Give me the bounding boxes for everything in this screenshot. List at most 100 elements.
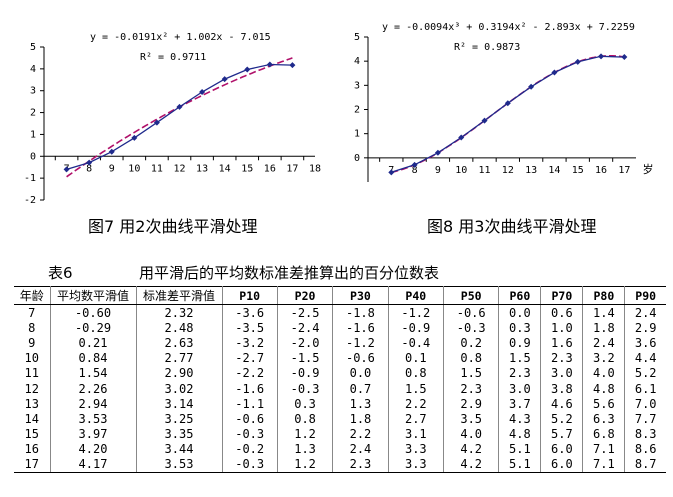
x-tick-label: 17	[618, 165, 630, 176]
table-cell: 4.8	[498, 426, 542, 442]
table-cell: -0.3	[222, 456, 278, 474]
table-cell: 11	[14, 365, 51, 381]
table-cell: 2.63	[136, 335, 223, 351]
table-cell: 3.8	[540, 380, 584, 397]
table-cell: 3.02	[136, 380, 223, 397]
table-cell: 1.4	[582, 304, 626, 321]
x-tick-label: 13	[196, 163, 208, 174]
table-cell: 0.1	[388, 350, 445, 366]
table-cell: -0.3	[222, 426, 278, 442]
table-cell: 1.0	[540, 320, 584, 336]
table-cell: 3.5	[443, 411, 500, 427]
table-cell: 2.2	[388, 396, 445, 412]
table-cell: -1.6	[222, 380, 278, 397]
table-cell: 5.2	[634, 366, 657, 381]
table-cell: 2.77	[136, 350, 223, 366]
data-point	[266, 61, 273, 68]
table-row: 9 0.21 2.63 -3.2 -2.0 -1.2 -0.4 0.2 0.9 1.6 2.4 3.6	[14, 335, 666, 351]
table-cell: 8.7	[624, 456, 666, 474]
table-cell: 3.53	[136, 456, 223, 474]
x-tick-label: 11	[151, 163, 163, 174]
table-cell: 4.2	[443, 441, 500, 457]
y-tick-label: 4	[30, 64, 36, 75]
table-cell: 2.9	[634, 320, 657, 335]
table-cell: 13	[14, 396, 51, 412]
table-cell: 7.0	[634, 396, 657, 411]
table-row: 8 -0.29 2.48 -3.5 -2.4 -1.6 -0.9 -0.3 0.3 1.0 1.8 2…	[14, 320, 666, 336]
table-cell: 4.20	[50, 441, 137, 457]
percentile-table: 年龄 平均数平滑值 标准差平滑值 P10 P20 P30 P40 P50 P60…	[14, 286, 666, 474]
table-cell: 1.5	[498, 350, 542, 366]
table-cell: -1.1	[222, 396, 278, 412]
table-cell: 5.6	[582, 396, 626, 412]
table-title: 用平滑后的平均数标准差推算出的百分位数表	[139, 264, 440, 282]
table-cell: 16	[14, 441, 51, 457]
table-cell: 8.6	[634, 442, 657, 457]
y-tick-label: 5	[30, 42, 36, 53]
table-row: 17 4.17 3.53 -0.3 1.2 2.3 3.3 4.2 5.1 6.0 7.1 8.7	[14, 456, 666, 474]
table-cell: 10	[14, 350, 51, 366]
x-tick-label: 9	[109, 163, 115, 174]
header-p80: P80	[582, 286, 626, 305]
table-cell: -1.2	[332, 335, 389, 351]
table-cell: 7	[14, 304, 51, 321]
table-cell: 1.3	[277, 441, 334, 457]
header-p30: P30	[332, 286, 389, 305]
table-cell: -2.4	[277, 320, 334, 336]
header-p40: P40	[388, 286, 445, 305]
table-cell: 3.3	[388, 456, 445, 474]
figure-7-caption: 图7 用2次曲线平滑处理	[88, 217, 258, 236]
data-point	[244, 66, 251, 73]
table-cell: 6.0	[540, 456, 584, 474]
table-cell: 1.8	[582, 320, 626, 336]
table-cell: 2.7	[388, 411, 445, 427]
data-point	[199, 89, 206, 96]
table-cell: -0.9	[388, 320, 445, 336]
table-cell: 2.2	[332, 426, 389, 442]
table-row: 14 3.53 3.25 -0.6 0.8 1.8 2.7 3.5 4.3 5.2 6.3 7.7	[14, 411, 666, 427]
table-cell: 2.32	[136, 304, 223, 321]
table-cell: 2.9	[443, 396, 500, 412]
table-cell: 1.6	[540, 335, 584, 351]
table-cell: 6.0	[540, 441, 584, 457]
table-cell: -0.9	[277, 365, 334, 381]
x-unit-label: 岁	[643, 162, 654, 176]
table-cell: 2.3	[332, 456, 389, 474]
data-point	[574, 58, 581, 65]
table-cell: 4.2	[443, 456, 500, 474]
table-cell: 0.7	[332, 380, 389, 397]
table-cell: 4.17	[50, 456, 137, 474]
y-tick-label: -2	[24, 195, 36, 206]
table-cell: -1.5	[277, 350, 334, 366]
trend-line	[391, 55, 625, 174]
data-point	[551, 69, 558, 76]
x-tick-label: 8	[86, 163, 92, 174]
table-cell: -3.5	[222, 320, 278, 336]
table-cell: 4.6	[540, 396, 584, 412]
header-sd-smoothed: 标准差平滑值	[136, 286, 223, 305]
table-cell: 7.1	[582, 441, 626, 457]
table-cell: 5.2	[540, 411, 584, 427]
table-cell: 0.3	[277, 396, 334, 412]
table-cell: 3.7	[498, 396, 542, 412]
data-point	[153, 119, 160, 126]
table-cell: -0.2	[222, 441, 278, 457]
y-tick-label: 2	[30, 108, 36, 119]
table-cell: -2.7	[222, 350, 278, 366]
table-row: 15 3.97 3.35 -0.3 1.2 2.2 3.1 4.0 4.8 5.7 6.8 8.3	[14, 426, 666, 442]
data-point	[108, 148, 115, 155]
x-tick-label: 12	[502, 165, 514, 176]
table-cell: -1.6	[332, 320, 389, 336]
table-cell: 0.3	[498, 320, 542, 336]
series-line	[391, 55, 625, 173]
table-cell: 3.6	[634, 335, 657, 350]
table-cell: 0.8	[443, 350, 500, 366]
table-cell: 14	[14, 411, 51, 427]
table-cell: 3.2	[582, 350, 626, 366]
y-tick-label: 0	[354, 153, 360, 164]
table-cell: 2.90	[136, 365, 223, 381]
y-tick-label: 0	[30, 151, 36, 162]
data-point	[63, 166, 70, 173]
table-cell: 4.3	[498, 411, 542, 427]
table-cell: -0.6	[443, 304, 500, 321]
